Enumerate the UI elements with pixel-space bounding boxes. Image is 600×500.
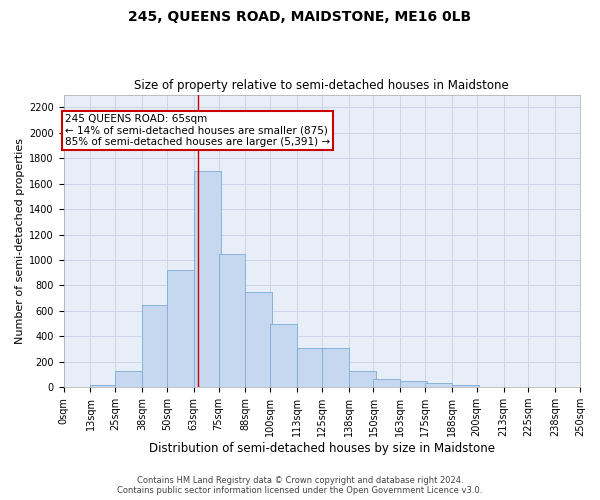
Bar [142, 304, 169, 387]
Bar [297, 348, 324, 387]
Bar [115, 372, 142, 387]
Text: 245 QUEENS ROAD: 65sqm
← 14% of semi-detached houses are smaller (875)
85% of se: 245 QUEENS ROAD: 65sqm ← 14% of semi-det… [65, 114, 330, 147]
Bar [373, 379, 400, 387]
Bar [218, 254, 245, 387]
Bar [167, 270, 194, 387]
Bar [245, 292, 272, 387]
Bar [91, 384, 118, 387]
Bar [400, 381, 427, 387]
Bar [322, 348, 349, 387]
Text: Contains HM Land Registry data © Crown copyright and database right 2024.
Contai: Contains HM Land Registry data © Crown c… [118, 476, 482, 495]
X-axis label: Distribution of semi-detached houses by size in Maidstone: Distribution of semi-detached houses by … [149, 442, 495, 455]
Bar [452, 386, 479, 387]
Title: Size of property relative to semi-detached houses in Maidstone: Size of property relative to semi-detach… [134, 79, 509, 92]
Bar [194, 171, 221, 387]
Text: 245, QUEENS ROAD, MAIDSTONE, ME16 0LB: 245, QUEENS ROAD, MAIDSTONE, ME16 0LB [128, 10, 472, 24]
Bar [270, 324, 297, 387]
Y-axis label: Number of semi-detached properties: Number of semi-detached properties [15, 138, 25, 344]
Bar [477, 386, 503, 387]
Bar [349, 372, 376, 387]
Bar [425, 383, 452, 387]
Bar [503, 386, 530, 387]
